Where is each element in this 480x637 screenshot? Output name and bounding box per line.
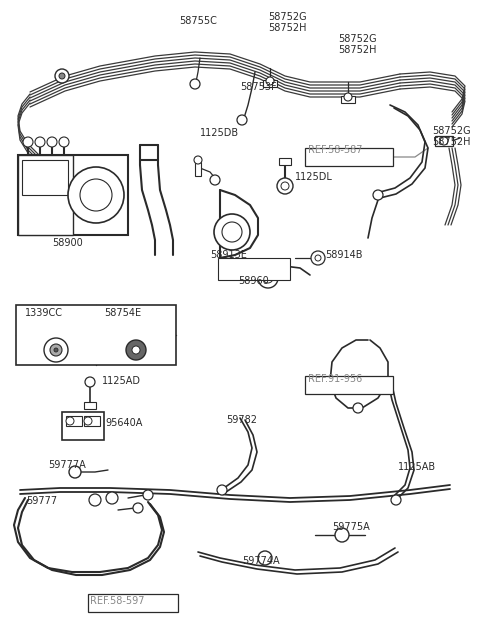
Bar: [16, 305, 176, 365]
Bar: [18, 155, 128, 235]
Text: 95640A: 95640A: [105, 418, 143, 428]
Circle shape: [133, 503, 143, 513]
Text: 59777: 59777: [26, 496, 57, 506]
Circle shape: [344, 93, 352, 101]
Circle shape: [263, 273, 273, 283]
Circle shape: [47, 137, 57, 147]
Circle shape: [391, 495, 401, 505]
Circle shape: [440, 137, 448, 145]
Circle shape: [258, 551, 272, 565]
Text: REF.58-597: REF.58-597: [90, 596, 144, 606]
Text: 58755C: 58755C: [179, 16, 217, 26]
Circle shape: [315, 255, 321, 261]
Text: 58753F: 58753F: [240, 82, 276, 92]
Circle shape: [311, 251, 325, 265]
Circle shape: [68, 167, 124, 223]
Circle shape: [237, 115, 247, 125]
Circle shape: [353, 403, 363, 413]
Bar: [62, 412, 104, 440]
Bar: [218, 258, 290, 280]
Circle shape: [54, 348, 58, 352]
Text: 1125AD: 1125AD: [102, 376, 141, 386]
Text: 59774A: 59774A: [242, 556, 280, 566]
Bar: [305, 376, 393, 394]
Bar: [84, 416, 100, 426]
Text: REF.58-587: REF.58-587: [308, 145, 362, 155]
Text: 58960: 58960: [238, 276, 269, 286]
Text: 58754E: 58754E: [104, 308, 141, 318]
Circle shape: [59, 137, 69, 147]
Text: 1339CC: 1339CC: [25, 308, 63, 318]
Bar: [88, 594, 178, 612]
Circle shape: [85, 377, 95, 387]
Circle shape: [190, 79, 200, 89]
Circle shape: [35, 137, 45, 147]
Bar: [66, 416, 82, 426]
Bar: [195, 162, 201, 176]
Circle shape: [69, 466, 81, 478]
Circle shape: [132, 346, 140, 354]
Circle shape: [80, 179, 112, 211]
Circle shape: [373, 190, 383, 200]
Circle shape: [50, 344, 62, 356]
Bar: [263, 80, 277, 87]
Text: 59775A: 59775A: [332, 522, 370, 532]
Circle shape: [66, 417, 74, 425]
Text: 58752G
58752H: 58752G 58752H: [338, 34, 377, 55]
Bar: [84, 402, 96, 409]
Bar: [279, 158, 291, 165]
Text: 58913E: 58913E: [210, 250, 247, 260]
Text: REF.91-956: REF.91-956: [308, 374, 362, 384]
Circle shape: [44, 338, 68, 362]
Circle shape: [277, 178, 293, 194]
Text: 58752G
58752H: 58752G 58752H: [268, 12, 307, 32]
Text: 58900: 58900: [53, 238, 84, 248]
Text: 58914B: 58914B: [325, 250, 362, 260]
Circle shape: [258, 268, 278, 288]
Circle shape: [84, 417, 92, 425]
Circle shape: [281, 182, 289, 190]
Circle shape: [194, 156, 202, 164]
Text: 58752G
58752H: 58752G 58752H: [432, 126, 470, 147]
Bar: [305, 148, 393, 166]
Circle shape: [23, 137, 33, 147]
Text: 59782: 59782: [226, 415, 257, 425]
Circle shape: [222, 222, 242, 242]
Circle shape: [210, 175, 220, 185]
Text: 1125AB: 1125AB: [398, 462, 436, 472]
Circle shape: [143, 490, 153, 500]
Circle shape: [59, 73, 65, 79]
Circle shape: [89, 494, 101, 506]
Circle shape: [217, 485, 227, 495]
Circle shape: [214, 214, 250, 250]
Bar: [22, 160, 68, 195]
Circle shape: [55, 69, 69, 83]
Bar: [435, 136, 453, 146]
Text: 59777A: 59777A: [48, 460, 86, 470]
Circle shape: [126, 340, 146, 360]
Text: 1125DB: 1125DB: [200, 128, 239, 138]
Bar: [341, 96, 355, 103]
Text: 1125DL: 1125DL: [295, 172, 333, 182]
Circle shape: [106, 492, 118, 504]
Circle shape: [266, 77, 274, 85]
Bar: [18, 155, 73, 235]
Circle shape: [335, 528, 349, 542]
